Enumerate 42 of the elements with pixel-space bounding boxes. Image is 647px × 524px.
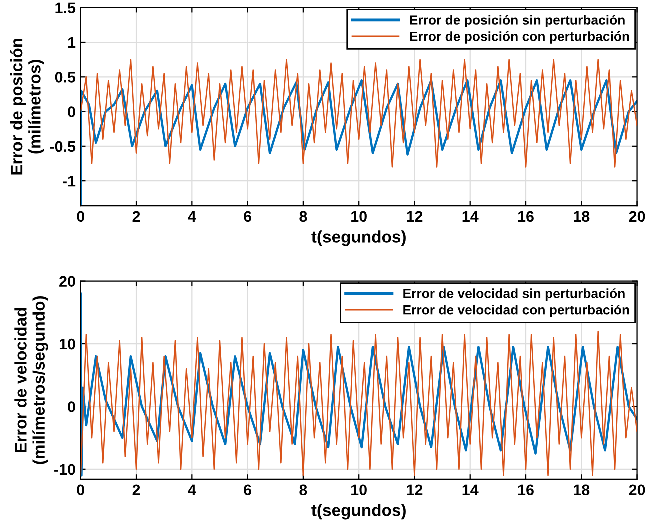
line-series [80,330,638,476]
x-axis-title: t(segundos) [312,504,406,520]
x-tick-label: 6 [244,211,252,222]
y-axis-title: Error de posición (milímetros) [10,38,44,175]
y-tick-label: 1.5 [56,2,76,14]
legend-label: Error de velocidad con perturbación [404,304,630,318]
y-tick-label: 0.5 [55,72,76,83]
x-tick-label: 20 [629,484,646,496]
x-tick-label: 12 [407,211,423,222]
legend-label: Error de posición con perturbación [410,31,630,44]
x-tick-label: 10 [352,484,367,496]
x-tick-label: 2 [132,484,140,496]
x-tick-label: 16 [518,211,534,222]
x-tick-label: 2 [132,211,140,222]
x-axis-title: t(segundos) [312,230,406,246]
legend-label: Error de posición sin perturbación [410,15,625,28]
x-tick-label: 14 [462,211,479,222]
x-tick-label: 0 [77,484,84,496]
x-tick-label: 10 [352,211,367,222]
x-tick-label: 6 [244,484,252,496]
x-tick-label: 0 [77,211,84,222]
legend-label: Error de velocidad sin perturbación [404,288,625,301]
y-tick-label: -1 [63,176,76,187]
y-tick-label: 1 [68,38,76,48]
y-tick-label: 20 [60,276,76,287]
y-tick-label: -0.5 [50,141,76,152]
line-series [80,59,638,168]
x-tick-label: 14 [462,484,479,496]
y-tick-label: 0 [68,106,76,118]
x-tick-label: 12 [407,484,423,496]
y-tick-label: 0 [68,402,76,412]
x-tick-label: 20 [629,211,646,222]
x-tick-label: 4 [188,484,196,496]
x-tick-label: 16 [518,484,534,496]
y-tick-label: 10 [60,338,76,350]
x-tick-label: 18 [574,211,590,222]
x-tick-label: 4 [188,211,196,222]
x-tick-label: 18 [574,484,590,496]
y-tick-label: -10 [54,464,76,476]
x-tick-label: 8 [300,211,308,222]
y-axis-title: Error de velocidad (milímetros/segundo) [14,296,48,464]
x-tick-label: 8 [300,484,308,496]
